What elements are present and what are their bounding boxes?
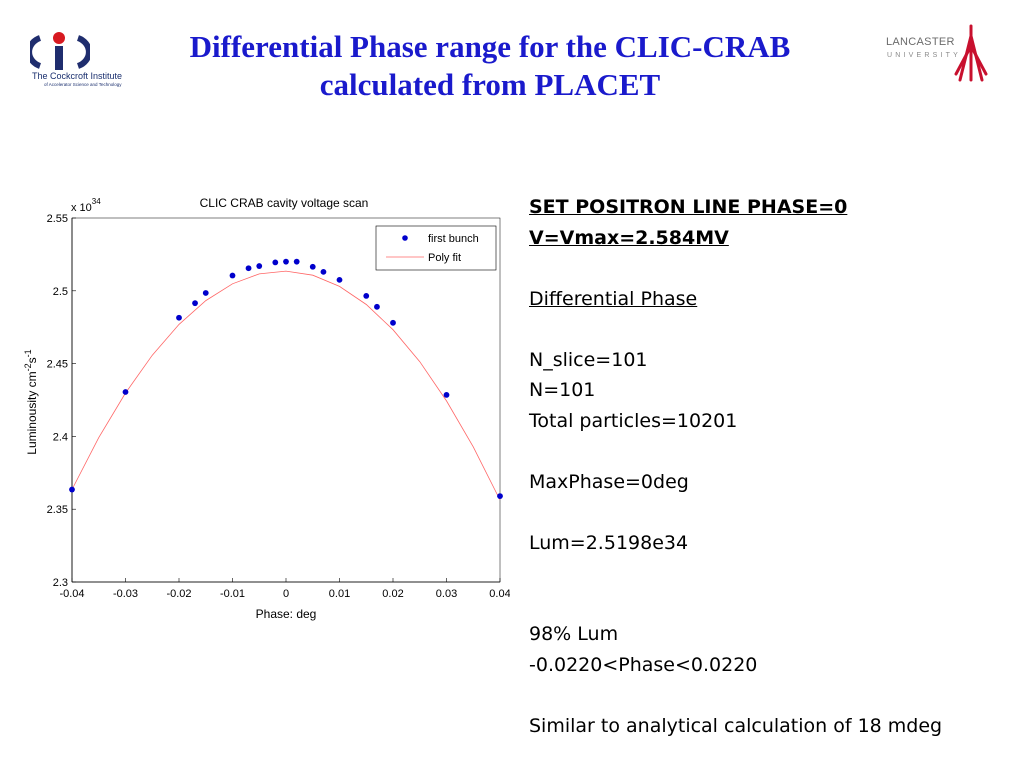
x-tick-label: -0.01 (220, 588, 245, 600)
note-max-phase: MaxPhase=0deg (529, 470, 689, 493)
notes-panel: SET POSITRON LINE PHASE=0 V=Vmax=2.584MV… (529, 192, 1009, 741)
note-set-positron: SET POSITRON LINE PHASE=0 (529, 196, 848, 218)
note-similar: Similar to analytical calculation of 18 … (529, 714, 943, 737)
x-tick-label: 0.03 (436, 588, 457, 600)
note-voltage: V=Vmax=2.584MV (529, 226, 729, 249)
cockcroft-logo-name: The Cockcroft Institute (32, 71, 123, 81)
x-tick-label: 0.02 (382, 588, 403, 600)
legend-marker-first-bunch (402, 235, 408, 241)
y-axis-ticks: 2.3 2.35 2.4 2.45 2.5 2.55 (47, 213, 76, 589)
data-point-first-bunch (229, 272, 236, 279)
lancaster-logo-icon (954, 24, 988, 82)
cockcroft-logo: The Cockcroft Institute of Accelerator S… (26, 28, 135, 90)
x-tick-label: 0.01 (329, 588, 350, 600)
y-axis-label: Luminousity cm-2s-1 (23, 349, 39, 454)
lancaster-logo-name: LANCASTER (886, 36, 955, 48)
y-tick-label: 2.3 (53, 577, 68, 589)
data-point-first-bunch (336, 276, 343, 283)
data-point-first-bunch (497, 493, 503, 499)
data-point-first-bunch (320, 268, 327, 275)
y-tick-label: 2.55 (47, 213, 68, 225)
data-point-first-bunch (176, 314, 182, 321)
slide-title-line-2: calculated from PLACET (319, 67, 661, 102)
lancaster-logo-subtitle: UNIVERSITY (887, 52, 962, 59)
data-point-first-bunch (283, 258, 289, 265)
chart-legend: first bunch Poly fit (375, 225, 497, 271)
x-tick-label: 0 (283, 588, 289, 600)
x-tick-label: -0.04 (59, 588, 84, 600)
data-point-first-bunch (443, 392, 450, 398)
data-point-first-bunch (202, 290, 209, 296)
x-tick-label: -0.02 (166, 588, 191, 600)
poly-fit-layer (71, 270, 501, 501)
x-axis-ticks: -0.04 -0.03 -0.02 -0.01 0 0.01 0.02 0.03 0.04 (59, 578, 510, 600)
legend-label-first-bunch: first bunch (428, 233, 479, 245)
chart: -0.04 -0.03 -0.02 -0.01 0 0.01 0.02 0.03 0.04 2.… (23, 196, 510, 621)
chart-title: CLIC CRAB cavity voltage scan (200, 196, 369, 210)
cockcroft-logo-icon (26, 32, 92, 70)
y-multiplier: x 1034 (71, 197, 101, 214)
scatter-points-layer (69, 258, 503, 499)
data-point-first-bunch (390, 319, 396, 326)
note-lum: Lum=2.5198e34 (529, 531, 689, 554)
lancaster-logo: LANCASTER UNIVERSITY (882, 22, 992, 86)
data-point-first-bunch (122, 389, 129, 395)
y-tick-label: 2.4 (53, 431, 68, 443)
note-total-particles: Total particles=10201 (529, 409, 738, 432)
data-point-first-bunch (272, 259, 279, 266)
note-phase-range: -0.0220<Phase<0.0220 (529, 653, 758, 676)
data-point-first-bunch (363, 292, 370, 299)
series-line-poly-fit (71, 270, 501, 501)
y-tick-label: 2.35 (47, 504, 68, 516)
data-point-first-bunch (69, 486, 75, 493)
data-point-first-bunch (293, 258, 300, 265)
cockcroft-logo-subtitle: of Accelerator Science and Technology (44, 82, 122, 87)
note-n-slice: N_slice=101 (529, 348, 648, 371)
x-tick-label: 0.04 (489, 588, 510, 600)
data-point-first-bunch (192, 300, 198, 307)
plot-frame (71, 217, 501, 583)
legend-label-poly-fit: Poly fit (428, 252, 461, 264)
data-point-first-bunch (309, 263, 316, 270)
legend-box (375, 225, 497, 271)
y-tick-label: 2.5 (53, 286, 68, 298)
chart-plot-area: -0.04 -0.03 -0.02 -0.01 0 0.01 0.02 0.03 0.04 2.… (23, 196, 510, 621)
note-n: N=101 (529, 379, 596, 401)
x-axis-label: Phase: deg (256, 607, 317, 621)
slide-title-line-1: Differential Phase range for the CLIC-CR… (189, 29, 791, 64)
x-tick-label: -0.03 (113, 588, 138, 600)
slide-title: Differential Phase range for the CLIC-CR… (140, 28, 840, 104)
data-point-first-bunch (256, 263, 263, 269)
note-section-heading: Differential Phase (529, 287, 698, 310)
note-98-lum: 98% Lum (529, 623, 619, 645)
data-point-first-bunch (245, 265, 252, 272)
data-point-first-bunch (374, 303, 380, 310)
y-tick-label: 2.45 (47, 359, 68, 371)
